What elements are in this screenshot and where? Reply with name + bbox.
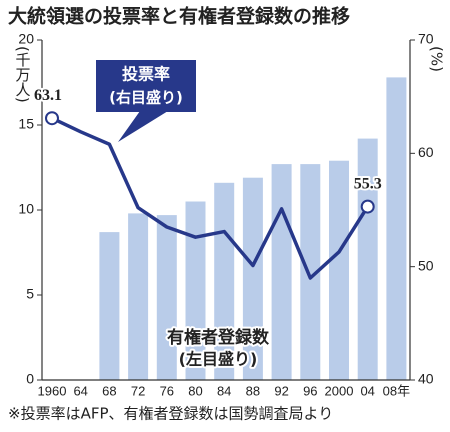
x-tick-label: 72: [131, 383, 145, 398]
x-tick-label: 08年: [383, 383, 410, 398]
x-tick-label: 84: [217, 383, 231, 398]
y2-tick-label: 70: [418, 31, 434, 47]
bar: [271, 164, 292, 380]
marker: [45, 111, 59, 126]
y-tick-label: 15: [18, 116, 34, 132]
y2-tick-label: 60: [418, 144, 434, 160]
x-tick-label: 2000: [325, 383, 354, 398]
bar: [99, 232, 120, 380]
x-tick-label: 88: [246, 383, 260, 398]
x-tick-label: 96: [303, 383, 317, 398]
data-label: 63.1: [34, 87, 62, 104]
x-tick-label: 80: [188, 383, 202, 398]
x-tick-label: 04: [360, 383, 374, 398]
bar: [386, 77, 407, 381]
y2-tick-label: 40: [418, 371, 434, 387]
bar: [185, 201, 206, 380]
y2-axis-label: (%): [428, 46, 446, 72]
annotation: (左目盛り): [179, 350, 258, 369]
x-tick-label: 92: [274, 383, 288, 398]
bar: [156, 215, 177, 380]
bar: [300, 164, 321, 380]
bar: [242, 177, 263, 380]
annotation: (右目盛り): [109, 89, 183, 107]
y-tick-label: 0: [26, 371, 34, 387]
y-tick-label: 5: [26, 286, 34, 302]
line: [51, 116, 370, 280]
bar: [329, 160, 349, 380]
callout-pointer: [118, 111, 168, 142]
x-tick-label: 76: [160, 383, 174, 398]
x-tick-label: 64: [73, 383, 87, 398]
bar: [357, 138, 378, 380]
footnote: ※投票率はAFP、有権者登録数は国勢調査局より: [8, 405, 333, 423]
marker: [360, 199, 375, 214]
y-tick-label: 10: [18, 201, 34, 217]
chart-title: 大統領選の投票率と有権者登録数の推移: [8, 5, 350, 28]
annotation: 投票率: [122, 65, 170, 84]
y-tick-label: 20: [18, 31, 34, 47]
x-tick-label: 68: [102, 383, 116, 398]
annotation: 有権者登録数: [167, 327, 270, 348]
y-axis-label: (千万人): [14, 46, 32, 103]
x-tick-label: 1960: [38, 383, 67, 398]
callout-box: [96, 60, 196, 112]
data-label: 55.3: [354, 175, 382, 192]
y2-tick-label: 50: [418, 257, 434, 273]
bar: [128, 213, 149, 380]
